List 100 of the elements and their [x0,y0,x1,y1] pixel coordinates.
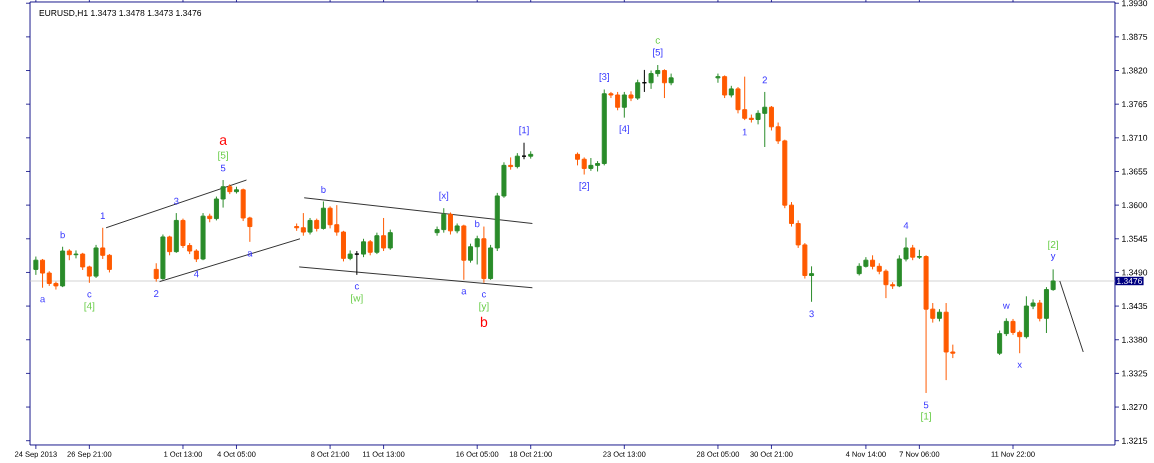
candlestick [374,232,380,255]
y-tick-label: 1.3820 [1122,67,1148,74]
candlestick [454,222,460,234]
candlestick [628,90,634,102]
candlestick [528,150,534,160]
candlestick [294,222,300,232]
candlestick [601,88,607,166]
annotation: [1] [519,126,529,136]
candlestick [722,74,728,99]
candlestick [728,85,734,98]
candlestick [153,262,159,283]
annotation: 5 [923,401,929,409]
candlestick [300,212,306,237]
annotation: b [475,220,480,228]
y-tick-label: 1.3545 [1122,235,1148,242]
annotation: a [40,297,46,303]
annotation: [w] [351,294,363,304]
candlestick [1037,299,1043,322]
annotation: c [354,284,359,290]
candlestick [167,235,173,256]
annotation: 4 [903,222,909,229]
annotation: x [1017,362,1022,368]
annotation: 2 [154,290,159,297]
y-tick-label: 1.3215 [1122,437,1148,444]
candlestick [581,156,587,176]
y-tick-label: 1.3875 [1122,33,1148,40]
y-tick-label: 1.3930 [1122,0,1148,7]
annotation: 1 [742,128,747,136]
candlestick [447,211,453,236]
annotation: y [1050,253,1056,261]
candlestick [870,254,876,270]
candlestick [488,244,494,281]
candlestick [340,230,346,262]
annotation: b [60,231,65,239]
candlestick [173,212,179,254]
annotation: [1] [921,412,931,422]
y-tick-label: 1.3710 [1122,134,1148,141]
candlestick [668,73,674,86]
annotation: [y] [479,302,489,312]
candlestick [233,186,239,195]
annotation: [4] [619,125,629,135]
candlestick [916,249,922,260]
candlestick [207,213,213,223]
annotation: [3] [599,73,609,82]
candlestick [641,69,647,93]
candlestick [93,244,99,279]
annotation: c [655,38,660,44]
annotation: a [461,289,467,295]
y-tick-label: 1.3435 [1122,303,1148,310]
candlestick [468,243,474,264]
candlestick [788,201,795,228]
candlestick [307,217,313,236]
candlestick [80,252,86,271]
annotation: 3 [174,197,179,205]
text: EURUSD,H1 1.3473 1.3478 1.3473 1.3476 [39,9,202,17]
annotation: [x] [439,191,449,201]
y-tick-label: 1.3270 [1122,404,1148,411]
candlestick [997,330,1003,356]
annotation: [2] [1048,240,1058,251]
annotation: 4 [193,270,199,278]
annotation: 3 [809,310,814,318]
annotation: 1 [100,212,105,220]
candlestick [474,235,480,265]
candlestick [367,239,373,256]
annotation: [4] [84,302,95,312]
ref-line-label: 1.3476 [1117,278,1143,285]
candlestick [481,226,487,284]
candlestick [361,238,367,258]
candlestick [910,244,916,261]
candlestick [100,227,106,260]
annotation: a [247,251,253,257]
candlestick [66,248,72,261]
candlestick [387,229,393,251]
annotation: c [87,292,92,298]
candlestick [621,91,627,119]
candlestick [575,152,581,166]
candlestick [1003,317,1009,337]
candlestick [73,249,79,259]
annotation: [5] [218,151,228,161]
annotation: w [1002,303,1010,309]
candlestick [193,248,199,263]
candlestick [936,308,942,322]
y-tick-label: 1.3600 [1122,202,1148,209]
y-tick-label: 1.3765 [1122,101,1148,108]
candlestick [200,212,206,261]
y-tick-label: 1.3325 [1122,370,1148,377]
candlestick [40,258,46,289]
y-tick-label: 1.3655 [1122,168,1148,175]
candlestick [347,249,353,261]
annotation: a [219,137,228,145]
y-tick-label: 1.3380 [1122,336,1148,343]
annotation: 2 [762,76,767,84]
candlestick [320,200,326,231]
candlestick [60,246,66,288]
candlestick [106,253,112,273]
candlestick [809,265,815,303]
candlestick [514,152,520,169]
candlestick [748,114,754,124]
annotation: [2] [579,182,589,191]
candlestick [635,79,641,101]
